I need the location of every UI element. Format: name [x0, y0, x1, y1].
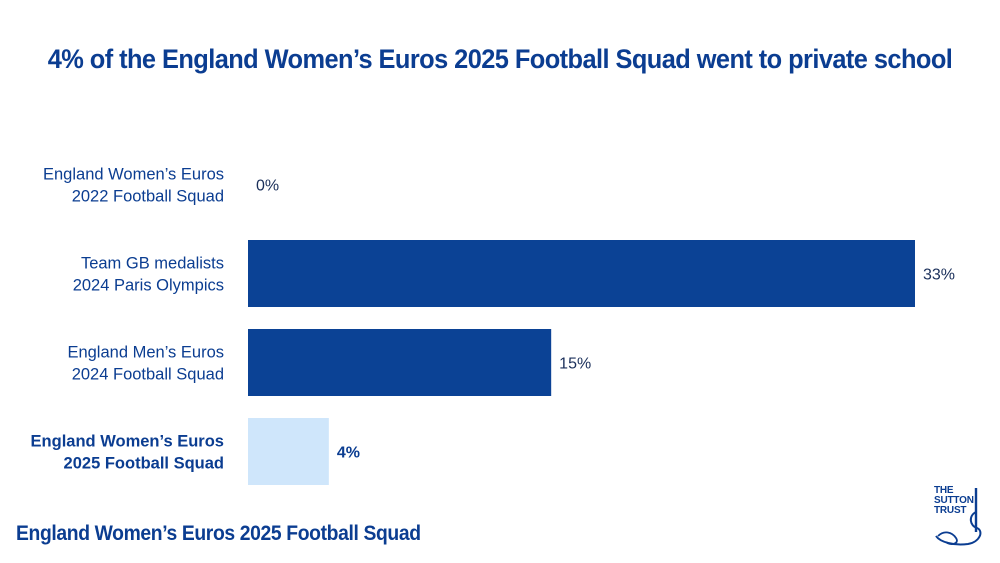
value-label: 15% — [559, 356, 591, 373]
bar-row: England Women’s Euros 2025 Football Squad… — [31, 418, 360, 485]
category-label-line: England Women’s Euros — [31, 433, 224, 451]
category-label-line: 2022 Football Squad — [72, 188, 224, 206]
category-label-line: 2024 Football Squad — [72, 366, 224, 384]
value-label: 0% — [256, 178, 279, 195]
category-label-line: England Women’s Euros — [43, 166, 224, 184]
category-label-line: 2024 Paris Olympics — [73, 277, 224, 295]
sutton-trust-logo: THE SUTTON TRUST — [930, 486, 982, 548]
bar-row: England Women’s Euros 2022 Football Squad… — [43, 166, 279, 206]
logo-line: SUTTON — [934, 495, 974, 506]
logo-line: THE — [934, 485, 954, 496]
bar-row: Team GB medalists 2024 Paris Olympics 33% — [73, 240, 955, 307]
category-label: Team GB medalists 2024 Paris Olympics — [73, 255, 224, 295]
logo-line: TRUST — [934, 505, 967, 516]
swan-icon — [935, 488, 982, 546]
category-label-line: 2025 Football Squad — [64, 455, 224, 473]
bar — [248, 240, 915, 307]
category-label: England Women’s Euros 2025 Football Squad — [31, 433, 224, 473]
category-label: England Women’s Euros 2022 Football Squad — [43, 166, 224, 206]
logo-wordmark: THE SUTTON TRUST — [934, 486, 974, 516]
chart-title: 4% of the England Women’s Euros 2025 Foo… — [47, 44, 953, 74]
category-label-line: Team GB medalists — [81, 255, 224, 273]
footer-label: England Women’s Euros 2025 Football Squa… — [16, 522, 421, 545]
category-label: England Men’s Euros 2024 Football Squad — [67, 344, 224, 384]
value-label: 33% — [923, 267, 955, 284]
value-label: 4% — [337, 445, 360, 462]
bar-row: England Men’s Euros 2024 Football Squad 15… — [67, 329, 591, 396]
bar — [248, 418, 329, 485]
bar — [248, 329, 552, 396]
category-label-line: England Men’s Euros — [67, 344, 224, 362]
